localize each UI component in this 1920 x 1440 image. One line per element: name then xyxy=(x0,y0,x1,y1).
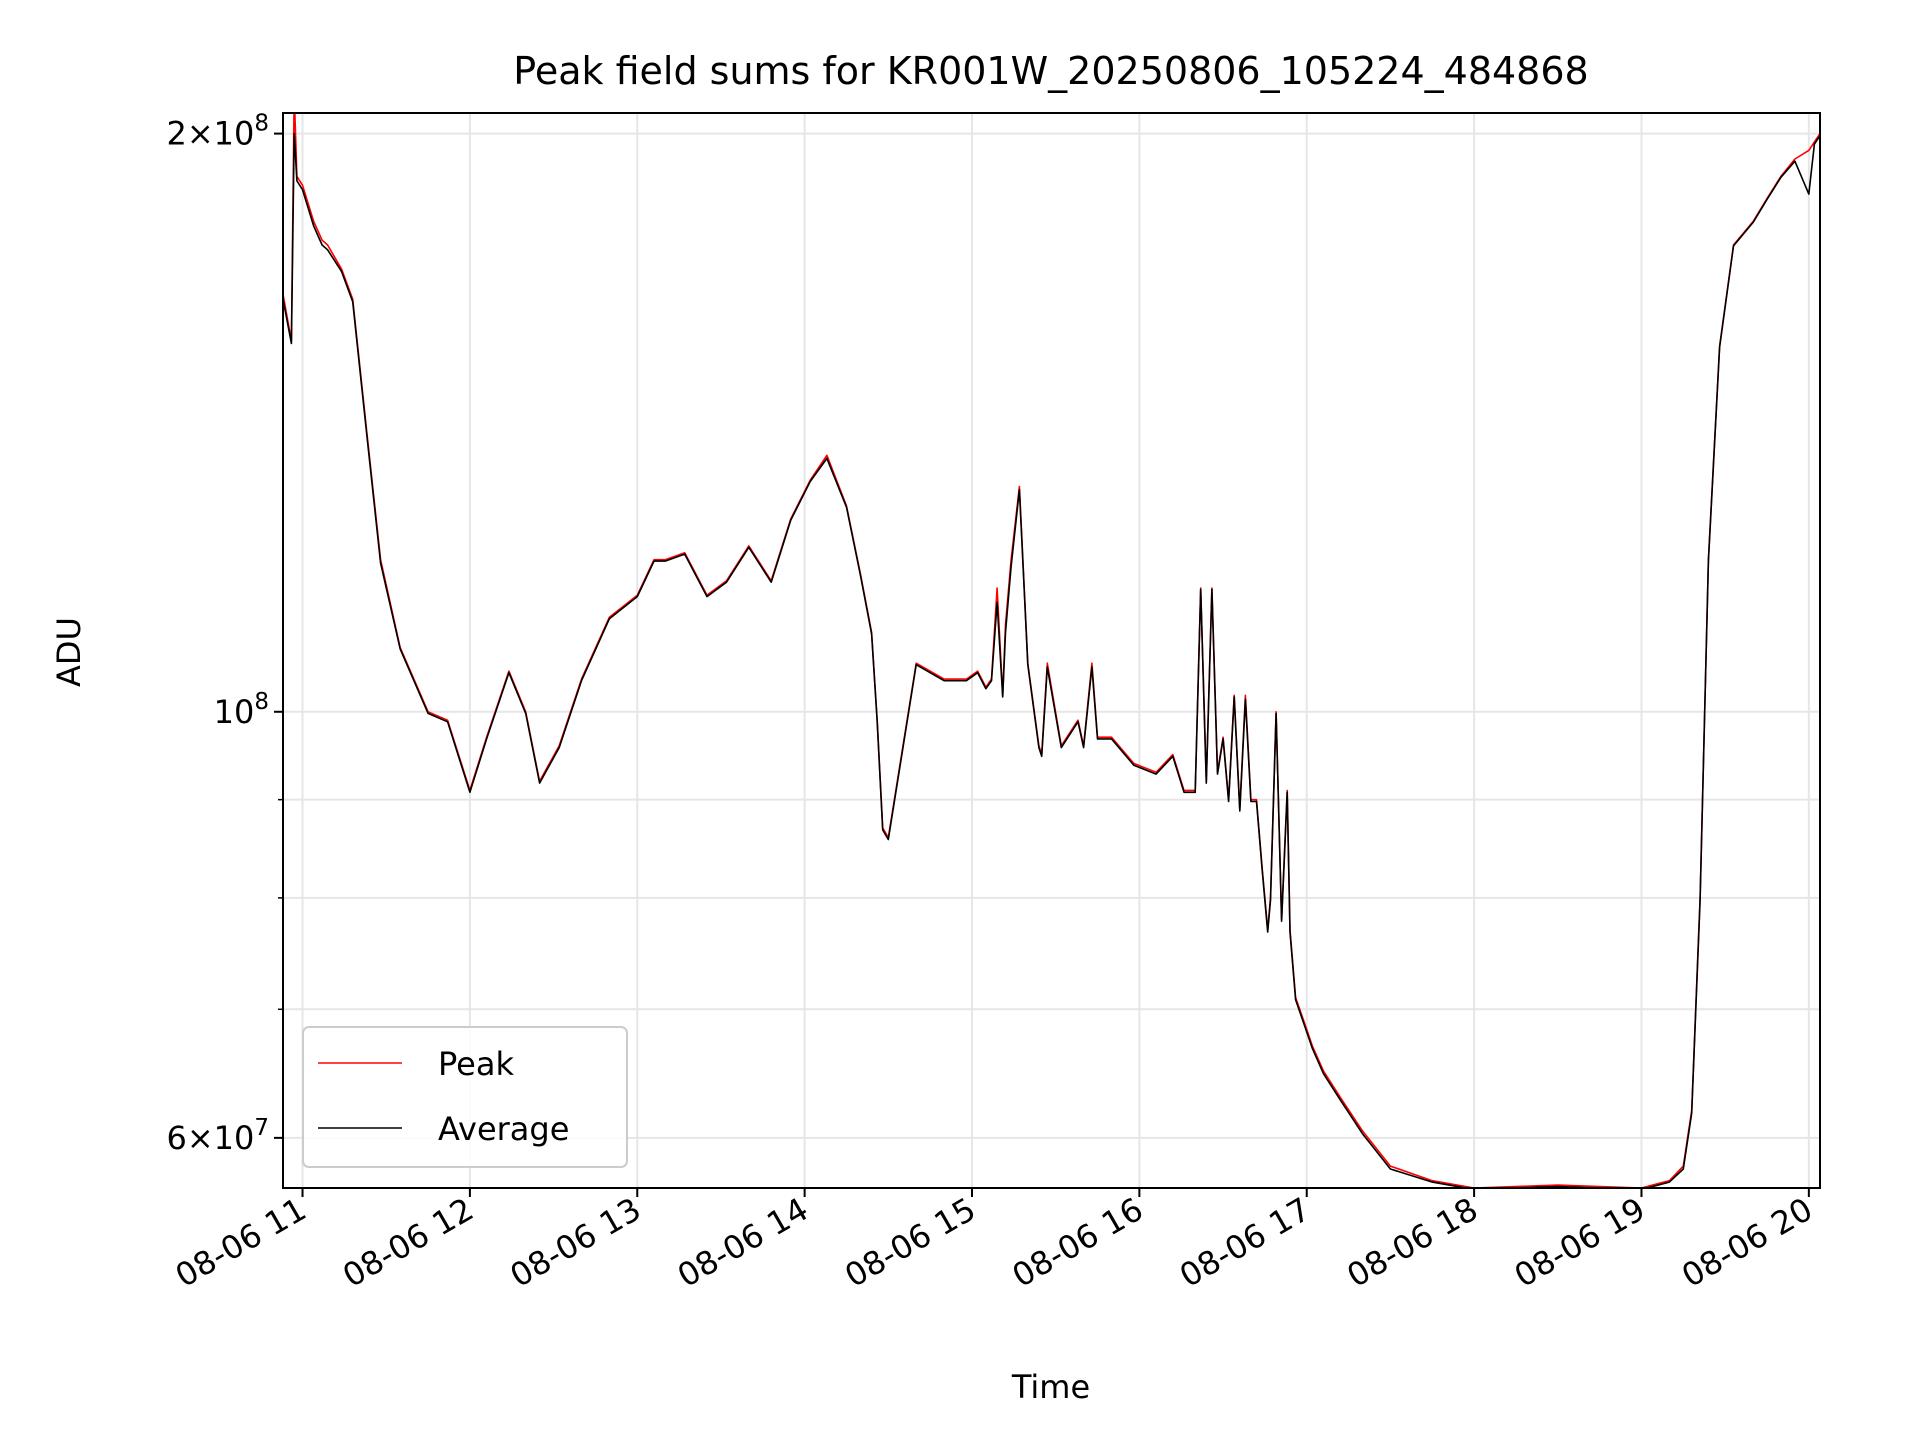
x-axis-label: Time xyxy=(1011,1368,1090,1406)
y-tick-label: 2×108 xyxy=(166,111,269,153)
plot-area xyxy=(283,113,1820,1188)
y-tick-label: 108 xyxy=(214,689,269,731)
legend: Peak Average xyxy=(302,1026,628,1168)
series-average-line xyxy=(283,132,1820,1188)
legend-peak-label: Peak xyxy=(438,1045,514,1083)
axes-frame xyxy=(282,112,1821,1189)
legend-average-label: Average xyxy=(438,1110,569,1148)
y-tick-label: 6×107 xyxy=(166,1115,269,1157)
y-axis: 6×107 108 2×108 xyxy=(166,111,283,1157)
grid xyxy=(283,113,1820,1188)
chart-title: Peak field sums for KR001W_20250806_1052… xyxy=(513,49,1588,93)
y-axis-label: ADU xyxy=(50,617,88,687)
legend-box xyxy=(302,1026,628,1168)
series-group xyxy=(283,113,1820,1188)
